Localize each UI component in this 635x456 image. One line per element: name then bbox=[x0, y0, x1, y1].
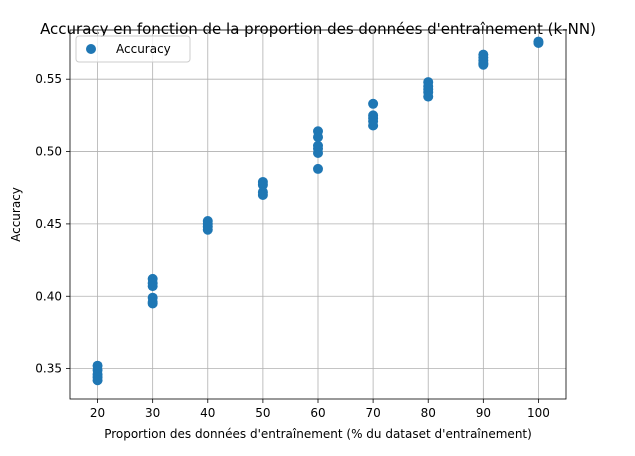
x-tick-label: 40 bbox=[200, 406, 215, 420]
x-tick-label: 80 bbox=[421, 406, 436, 420]
data-point bbox=[423, 91, 434, 102]
x-tick-label: 60 bbox=[310, 406, 325, 420]
x-tick-label: 20 bbox=[90, 406, 105, 420]
data-point bbox=[257, 189, 268, 200]
x-tick-label: 50 bbox=[255, 406, 270, 420]
x-tick-label: 70 bbox=[365, 406, 380, 420]
ticks-layer: 20 30 40 50 60 70 80 90 100 0.35 0.40 0.45 0.50 0.55 bbox=[35, 72, 550, 420]
legend-label: Accuracy bbox=[116, 42, 171, 56]
data-point bbox=[368, 120, 379, 131]
points-layer bbox=[92, 36, 544, 386]
grid-layer bbox=[70, 30, 566, 399]
y-tick-label: 0.55 bbox=[35, 72, 62, 86]
x-axis-label: Proportion des données d'entraînement (%… bbox=[104, 427, 532, 441]
y-tick-label: 0.50 bbox=[35, 145, 62, 159]
data-point bbox=[313, 132, 323, 143]
data-point bbox=[313, 163, 323, 174]
data-point bbox=[478, 59, 489, 70]
data-point bbox=[368, 98, 379, 109]
x-tick-label: 30 bbox=[145, 406, 160, 420]
y-axis-label: Accuracy bbox=[9, 187, 23, 242]
data-point bbox=[147, 281, 158, 292]
legend-box bbox=[75, 35, 191, 63]
data-point bbox=[313, 148, 323, 158]
data-point bbox=[257, 179, 268, 190]
y-tick-label: 0.45 bbox=[35, 217, 62, 231]
legend-marker bbox=[86, 44, 96, 54]
data-point bbox=[533, 38, 544, 49]
data-point bbox=[202, 224, 213, 235]
chart-title: Accuracy en fonction de la proportion de… bbox=[40, 20, 596, 38]
x-tick-label: 90 bbox=[476, 406, 491, 420]
y-tick-label: 0.35 bbox=[35, 362, 62, 376]
y-tick-label: 0.40 bbox=[35, 289, 62, 303]
data-point bbox=[92, 375, 103, 386]
data-point bbox=[147, 298, 158, 309]
x-tick-label: 100 bbox=[527, 406, 550, 420]
legend: Accuracy bbox=[75, 35, 191, 63]
